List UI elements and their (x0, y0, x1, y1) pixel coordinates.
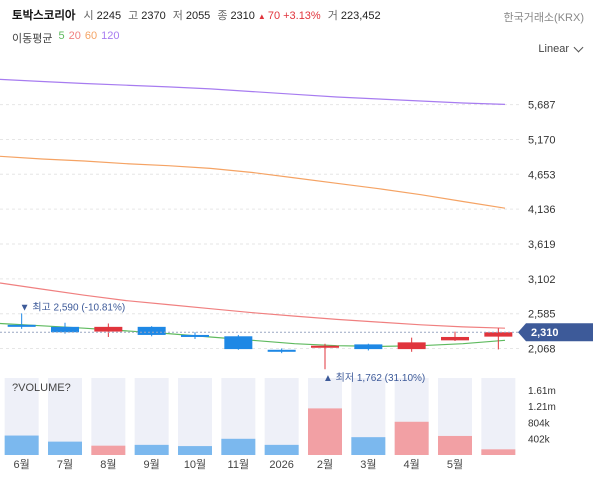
price-tick-label: 2,585 (528, 309, 556, 321)
moving-average-title: 이동평균 (12, 33, 53, 45)
high-value: 2370 (141, 10, 166, 22)
ma-period-5[interactable]: 5 (58, 30, 65, 42)
exchange-name: 한국거래소(KRX) (503, 12, 584, 24)
low-value: 2055 (185, 10, 211, 22)
low-label: 저 (172, 10, 183, 22)
volume-bar (438, 435, 472, 455)
ma-period-20[interactable]: 20 (68, 30, 81, 42)
ma20-line (0, 282, 506, 329)
ma-period-60[interactable]: 60 (84, 30, 98, 42)
volume-bar (308, 408, 342, 455)
price-tick-label: 2,068 (528, 344, 556, 356)
open-label: 시 (83, 10, 94, 22)
volume-panel: ?VOLUME? (4, 378, 516, 455)
time-tick-label: 4월 (404, 458, 420, 471)
ma120-line (0, 78, 506, 105)
candle-body (311, 345, 339, 348)
volume-bar (351, 437, 386, 455)
price-axis: 5,687 5,170 4,653 4,136 3,619 3,102 2,585 2,068… (528, 100, 556, 446)
time-tick-label: 2월 (317, 458, 333, 471)
change-percent: +3.13% (283, 10, 321, 22)
volume-bar (481, 449, 516, 455)
candle-body (181, 334, 209, 337)
volume-bar (48, 441, 82, 455)
volume-bar (91, 445, 126, 455)
volume-background (264, 378, 299, 455)
price-tick-label: 5,170 (528, 134, 556, 146)
volume-tick-label: 402k (528, 435, 551, 446)
time-tick-label: 9월 (144, 458, 160, 471)
volume-label: 거 (327, 10, 338, 22)
volume-background (481, 378, 516, 455)
candle-body (267, 349, 296, 352)
candle-body (441, 336, 469, 341)
volume-bar (178, 446, 212, 455)
annotations: ▼ 최고 2,590 (-10.81%) ▲ 최저 1,762 (31.10%) 2… (0, 301, 593, 384)
price-tick-label: 5,687 (528, 100, 556, 112)
time-tick-label: 11월 (228, 458, 250, 471)
candle-body (484, 332, 513, 337)
scale-label: Linear (538, 43, 569, 55)
ma-period-120[interactable]: 120 (101, 30, 120, 42)
volume-tick-label: 1.61m (528, 386, 556, 397)
volume-bar (264, 444, 299, 455)
time-tick-label: 5월 (447, 458, 463, 471)
change-value: 70 (267, 10, 281, 22)
price-tick-label: 4,653 (528, 169, 556, 181)
time-tick-label: 8월 (100, 458, 116, 471)
price-tick-label: 4,136 (528, 204, 556, 216)
volume-bar (394, 421, 429, 455)
close-value: 2310 (230, 10, 255, 22)
volume-bar (221, 438, 256, 455)
time-tick-label: 6월 (14, 458, 30, 471)
candlesticks (7, 313, 513, 370)
high-label: 고 (128, 10, 139, 22)
time-tick-label: 10월 (184, 458, 206, 471)
candle-body (224, 336, 253, 350)
volume-bar (4, 435, 39, 455)
high-annotation: ▼ 최고 2,590 (-10.81%) (20, 301, 126, 313)
current-price-tag (518, 323, 593, 342)
volume-bar (134, 444, 169, 455)
volume-title: ?VOLUME? (12, 382, 71, 394)
candle-body (397, 342, 426, 350)
time-tick-label: 7월 (57, 458, 73, 471)
close-label: 종 (217, 10, 228, 22)
candle-body (7, 324, 36, 327)
volume-tick-label: 1.21m (528, 402, 556, 413)
time-tick-label: 3월 (360, 458, 376, 471)
volume-tick-label: 804k (528, 418, 551, 429)
candle-body (354, 344, 383, 350)
price-tick-label: 3,619 (528, 239, 556, 251)
low-annotation: ▲ 최저 1,762 (31.10%) (323, 372, 425, 384)
volume-value: 223,452 (340, 10, 381, 22)
current-price-label: 2,310 (531, 327, 559, 339)
volume-background (134, 378, 169, 455)
moving-average-legend: 이동평균 5 20 60 120 (12, 30, 119, 46)
scale-selector[interactable]: Linear (538, 42, 584, 55)
up-triangle-icon: ▲ (257, 12, 266, 21)
volume-background (178, 378, 212, 455)
volume-background (91, 378, 126, 455)
ma60-line (0, 155, 506, 209)
price-tick-label: 3,102 (528, 274, 556, 286)
time-axis: 6월 7월 8월 9월 10월 11월 2026 2월 3월 4월 5월 (14, 458, 464, 471)
open-value: 2245 (96, 10, 122, 22)
time-tick-label: 2026 (269, 459, 293, 471)
candle-body (51, 326, 79, 333)
candle-body (94, 326, 123, 332)
quote-header: 토박스코리아 시 2245 고 2370 저 2055 종 2310 ▲ 70 … (12, 7, 388, 25)
stock-name: 토박스코리아 (12, 10, 76, 22)
candle-body (137, 326, 166, 335)
